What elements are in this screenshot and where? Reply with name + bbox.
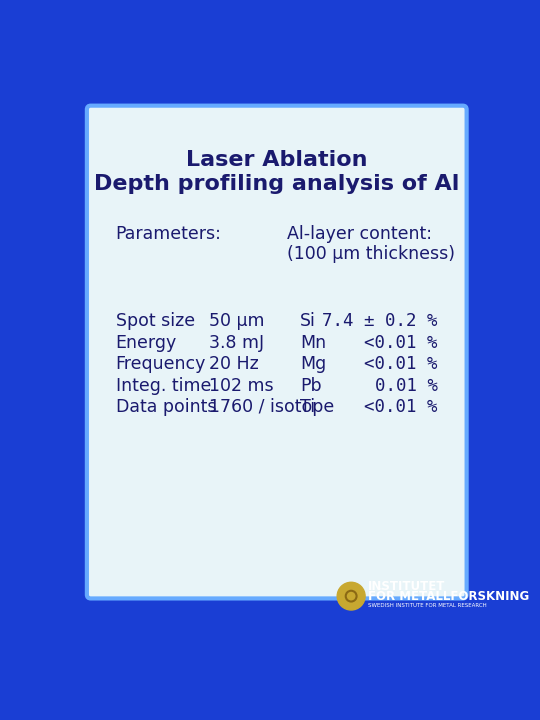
Text: 7.4 ± 0.2 %: 7.4 ± 0.2 %	[322, 312, 438, 330]
Text: 20 Hz: 20 Hz	[208, 356, 258, 374]
Text: 102 ms: 102 ms	[208, 377, 273, 395]
Text: <0.01 %: <0.01 %	[364, 334, 438, 352]
Text: Integ. time: Integ. time	[116, 377, 211, 395]
Text: Data points: Data points	[116, 398, 216, 416]
Text: Spot size: Spot size	[116, 312, 195, 330]
FancyBboxPatch shape	[87, 106, 467, 598]
Text: Mg: Mg	[300, 356, 326, 374]
Text: Si: Si	[300, 312, 316, 330]
Text: FÖR METALLFORSKNING: FÖR METALLFORSKNING	[368, 590, 529, 603]
Text: Parameters:: Parameters:	[116, 225, 221, 243]
Circle shape	[337, 582, 365, 610]
Text: SWEDISH INSTITUTE FOR METAL RESEARCH: SWEDISH INSTITUTE FOR METAL RESEARCH	[368, 603, 487, 608]
Text: Energy: Energy	[116, 334, 177, 352]
Text: (100 μm thickness): (100 μm thickness)	[287, 246, 455, 264]
Text: Mn: Mn	[300, 334, 326, 352]
Text: Frequency: Frequency	[116, 356, 206, 374]
Text: Al-layer content:: Al-layer content:	[287, 225, 432, 243]
Text: 0.01 %: 0.01 %	[354, 377, 438, 395]
Text: Pb: Pb	[300, 377, 322, 395]
Text: Laser Ablation: Laser Ablation	[186, 150, 368, 169]
Text: <0.01 %: <0.01 %	[364, 356, 438, 374]
Text: INSTITUTET: INSTITUTET	[368, 580, 446, 593]
Text: Depth profiling analysis of Al: Depth profiling analysis of Al	[94, 174, 460, 194]
Text: Ti: Ti	[300, 398, 315, 416]
Text: 3.8 mJ: 3.8 mJ	[208, 334, 264, 352]
Text: 1760 / isotope: 1760 / isotope	[208, 398, 334, 416]
Text: <0.01 %: <0.01 %	[364, 398, 438, 416]
Text: 50 μm: 50 μm	[208, 312, 264, 330]
